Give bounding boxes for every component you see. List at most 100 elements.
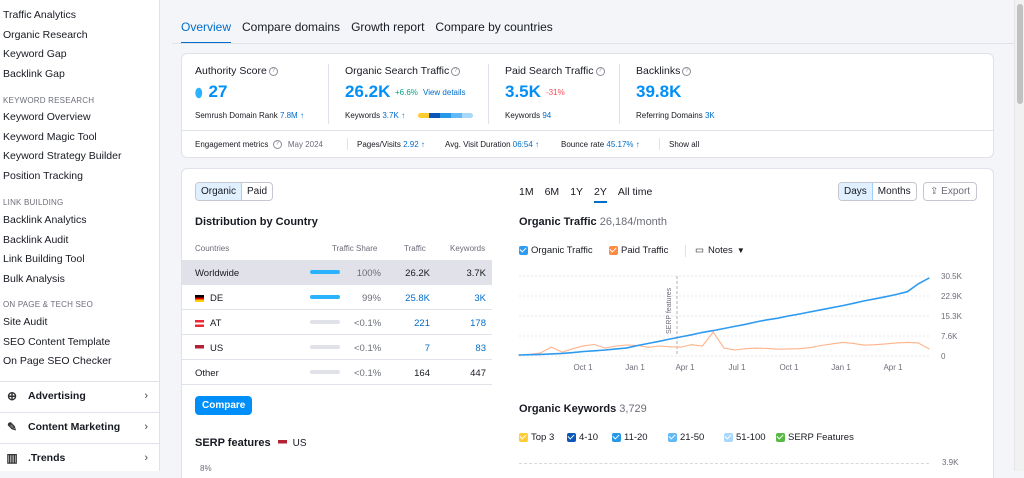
backlinks-value[interactable]: 39.8K — [636, 82, 682, 101]
sidebar-item-backlink-gap[interactable]: Backlink Gap — [3, 67, 65, 80]
traffic-cell: 26.2K — [405, 268, 430, 279]
column-header: Keywords — [450, 244, 486, 253]
scrollbar[interactable] — [1014, 0, 1024, 471]
paid-traffic-change: -31% — [546, 88, 565, 97]
authority-icon: ⬮ — [195, 86, 203, 100]
sidebar-category-content-marketing[interactable]: ✎ Content Marketing › — [0, 412, 160, 440]
legend-21-50[interactable]: 21-50 — [668, 432, 704, 443]
column-header: Traffic Share — [332, 244, 378, 253]
sidebar-item-keyword-strategy-builder[interactable]: Keyword Strategy Builder — [3, 150, 122, 163]
referring-domains: Referring Domains 3K — [636, 111, 715, 120]
data-point — [885, 296, 887, 298]
info-icon[interactable]: ? — [268, 66, 278, 76]
sidebar-item-organic-research[interactable]: Organic Research — [3, 28, 88, 41]
country-cell: US — [195, 343, 223, 354]
table-row[interactable]: Other <0.1% 164 447 — [182, 360, 492, 385]
sidebar-item-backlink-analytics[interactable]: Backlink Analytics — [3, 214, 87, 226]
scrollbar-thumb[interactable] — [1017, 4, 1023, 104]
section-heading-link-building: LINK BUILDING — [3, 198, 64, 207]
legend-4-10[interactable]: 4-10 — [567, 432, 598, 443]
legend-51-100[interactable]: 51-100 — [724, 432, 766, 443]
y-tick-label: 30.5K — [941, 272, 963, 281]
paid-traffic-value[interactable]: 3.5K — [505, 82, 541, 101]
column-header: Traffic — [404, 244, 426, 253]
traffic-cell[interactable]: 25.8K — [405, 293, 430, 304]
table-row[interactable]: AT <0.1% 221 178 — [182, 310, 492, 335]
paid-toggle[interactable]: Paid — [247, 186, 268, 197]
tab-overview[interactable]: Overview — [181, 20, 232, 44]
sidebar-item-bulk-analysis[interactable]: Bulk Analysis — [3, 272, 65, 285]
data-point — [766, 347, 768, 349]
keywords-cell[interactable]: 3K — [474, 293, 486, 304]
range-all-time[interactable]: All time — [617, 186, 653, 198]
data-point — [658, 345, 660, 347]
sidebar-item-seo-content-template[interactable]: SEO Content Template — [3, 335, 111, 348]
legend-11-20[interactable]: 11-20 — [612, 432, 648, 443]
sidebar-item-site-audit[interactable]: Site Audit — [3, 316, 48, 328]
tab-growth-report[interactable]: Growth report — [351, 20, 425, 34]
data-point — [615, 348, 617, 350]
table-row[interactable]: US <0.1% 7 83 — [182, 335, 492, 360]
info-icon[interactable]: ? — [272, 140, 282, 150]
range-6m[interactable]: 6M — [544, 186, 560, 198]
sidebar-category-trends[interactable]: ▥ .Trends › — [0, 443, 160, 471]
keywords-cell[interactable]: 83 — [475, 343, 486, 354]
traffic-share-cell: 100% — [356, 268, 381, 279]
info-icon[interactable]: ? — [451, 66, 461, 76]
sidebar-category-advertising[interactable]: ⊕ Advertising › — [0, 381, 160, 409]
organic-keywords: Keywords 3.7K ↑ — [345, 111, 406, 120]
range-1y[interactable]: 1Y — [570, 186, 584, 198]
notes-dropdown[interactable]: ▭ Notes ▼ — [695, 245, 745, 256]
distribution-title: Distribution by Country — [195, 216, 318, 228]
traffic-cell[interactable]: 7 — [424, 343, 430, 354]
authority-score-value[interactable]: ⬮ 27 — [195, 82, 228, 101]
sidebar-item-link-building-tool[interactable]: Link Building Tool — [3, 253, 85, 266]
data-point — [820, 344, 822, 347]
sidebar-item-backlink-audit[interactable]: Backlink Audit — [3, 233, 69, 246]
compare-button[interactable]: Compare — [195, 396, 253, 415]
traffic-cell[interactable]: 221 — [414, 318, 430, 329]
sidebar-item-keyword-gap[interactable]: Keyword Gap — [3, 48, 67, 61]
show-all-link[interactable]: Show all — [669, 140, 700, 149]
legend-top-3[interactable]: Top 3 — [519, 432, 554, 443]
sidebar-item-on-page-seo-checker[interactable]: On Page SEO Checker — [3, 355, 112, 368]
legend-paid-traffic[interactable]: Paid Traffic — [609, 245, 668, 256]
range-2y[interactable]: 2Y — [594, 186, 607, 203]
data-point — [691, 334, 693, 336]
traffic-share-cell: <0.1% — [354, 368, 382, 379]
range-1m[interactable]: 1M — [519, 186, 534, 198]
keywords-cell[interactable]: 178 — [470, 318, 486, 329]
organic-toggle[interactable]: Organic — [196, 183, 243, 200]
legend-serp-features[interactable]: SERP Features — [776, 432, 854, 443]
days-toggle[interactable]: Days — [839, 183, 873, 200]
y-tick-label: 15.3K — [941, 312, 963, 321]
data-point — [701, 345, 704, 347]
table-row[interactable]: Worldwide 100% 26.2K 3.7K — [182, 260, 492, 285]
months-toggle[interactable]: Months — [877, 186, 911, 197]
data-point — [615, 345, 617, 347]
domain-rank-value[interactable]: 7.8M — [279, 111, 298, 120]
table-row[interactable]: DE 99% 25.8K 3K — [182, 285, 492, 310]
data-point — [583, 345, 585, 347]
domain-rank: Semrush Domain Rank 7.8M ↑ — [195, 111, 304, 120]
us-flag-icon — [277, 439, 287, 447]
tab-compare-by-countries[interactable]: Compare by countries — [435, 20, 553, 34]
legend-organic-traffic[interactable]: Organic Traffic — [519, 245, 593, 256]
sidebar-item-keyword-overview[interactable]: Keyword Overview — [3, 111, 91, 123]
info-icon[interactable]: ? — [682, 66, 692, 76]
sidebar-item-traffic-analytics[interactable]: Traffic Analytics — [3, 9, 76, 21]
keyword-distribution-bar — [418, 113, 473, 118]
serp-features-annotation: SERP features — [666, 287, 673, 334]
data-point — [777, 348, 779, 350]
organic-traffic-value[interactable]: 26.2K — [345, 82, 391, 101]
data-point — [831, 343, 833, 345]
sidebar-item-position-tracking[interactable]: Position Tracking — [3, 169, 83, 182]
sidebar-item-keyword-magic-tool[interactable]: Keyword Magic Tool — [3, 130, 97, 143]
tab-compare-domains[interactable]: Compare domains — [242, 20, 341, 34]
organic-traffic-chart: 30.5K 22.9K 15.3K 7.6K 0 Oct 1 Jan 1 Apr 1 Jul 1… — [518, 272, 963, 372]
keywords-cell: 3.7K — [466, 268, 486, 279]
view-details-link[interactable]: View details — [423, 88, 466, 97]
data-point — [928, 277, 930, 279]
info-icon[interactable]: ? — [595, 66, 605, 76]
export-button[interactable]: ⇪ Export — [923, 182, 978, 201]
